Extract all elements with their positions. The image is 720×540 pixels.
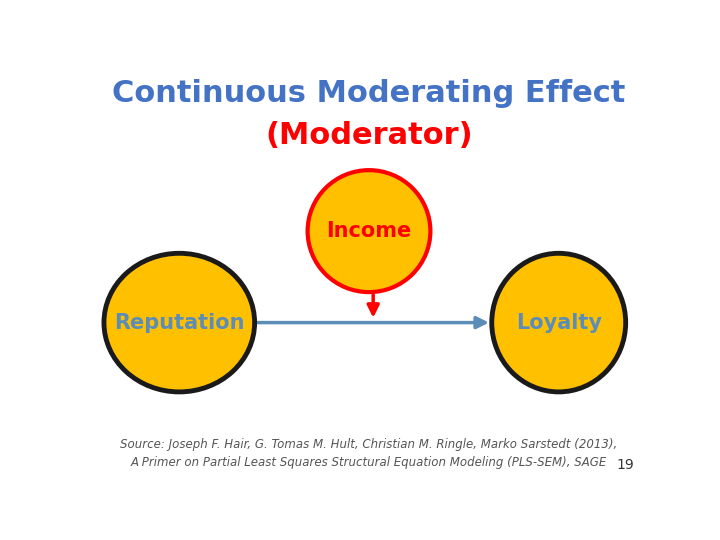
Text: Loyalty: Loyalty	[516, 313, 602, 333]
Ellipse shape	[307, 170, 431, 292]
Text: (Moderator): (Moderator)	[265, 121, 473, 150]
Ellipse shape	[104, 253, 255, 392]
Text: 19: 19	[616, 458, 634, 472]
Text: Source: Joseph F. Hair, G. Tomas M. Hult, Christian M. Ringle, Marko Sarstedt (2: Source: Joseph F. Hair, G. Tomas M. Hult…	[120, 438, 618, 469]
Text: Reputation: Reputation	[114, 313, 245, 333]
Text: Continuous Moderating Effect: Continuous Moderating Effect	[112, 79, 626, 109]
Text: Income: Income	[326, 221, 412, 241]
Ellipse shape	[492, 253, 626, 392]
